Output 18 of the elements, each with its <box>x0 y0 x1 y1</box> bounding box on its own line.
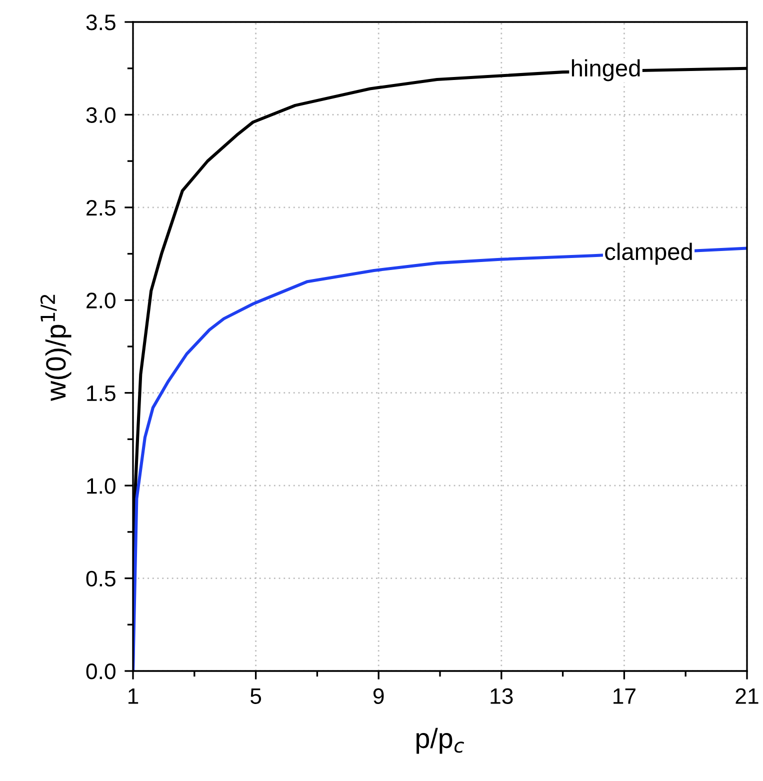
x-tick-label: 13 <box>490 688 513 704</box>
y-axis-title: w(0)/p$^{1/2}$ <box>40 294 72 401</box>
x-tick-label: 21 <box>736 688 758 704</box>
y-tick-label: 0.0 <box>86 664 116 680</box>
annotation: hinged <box>572 59 640 82</box>
y-tick-label: 1.5 <box>87 386 116 402</box>
y-tick-label: 3.0 <box>86 107 116 123</box>
y-tick-label: 3.5 <box>86 14 116 30</box>
y-tick-label: 0.5 <box>86 570 116 587</box>
y-tick-label: 1.0 <box>87 478 116 494</box>
x-tick-label: 17 <box>614 688 636 704</box>
y-tick-label: 2.0 <box>86 292 116 308</box>
x-axis-title: p/p$_{c}$ <box>416 728 464 754</box>
y-tick-label: 2.5 <box>86 200 116 216</box>
x-tick-label: 1 <box>128 688 138 704</box>
x-tick-label: 9 <box>373 688 384 704</box>
annotation: clamped <box>605 242 692 265</box>
x-tick-label: 5 <box>250 688 262 704</box>
